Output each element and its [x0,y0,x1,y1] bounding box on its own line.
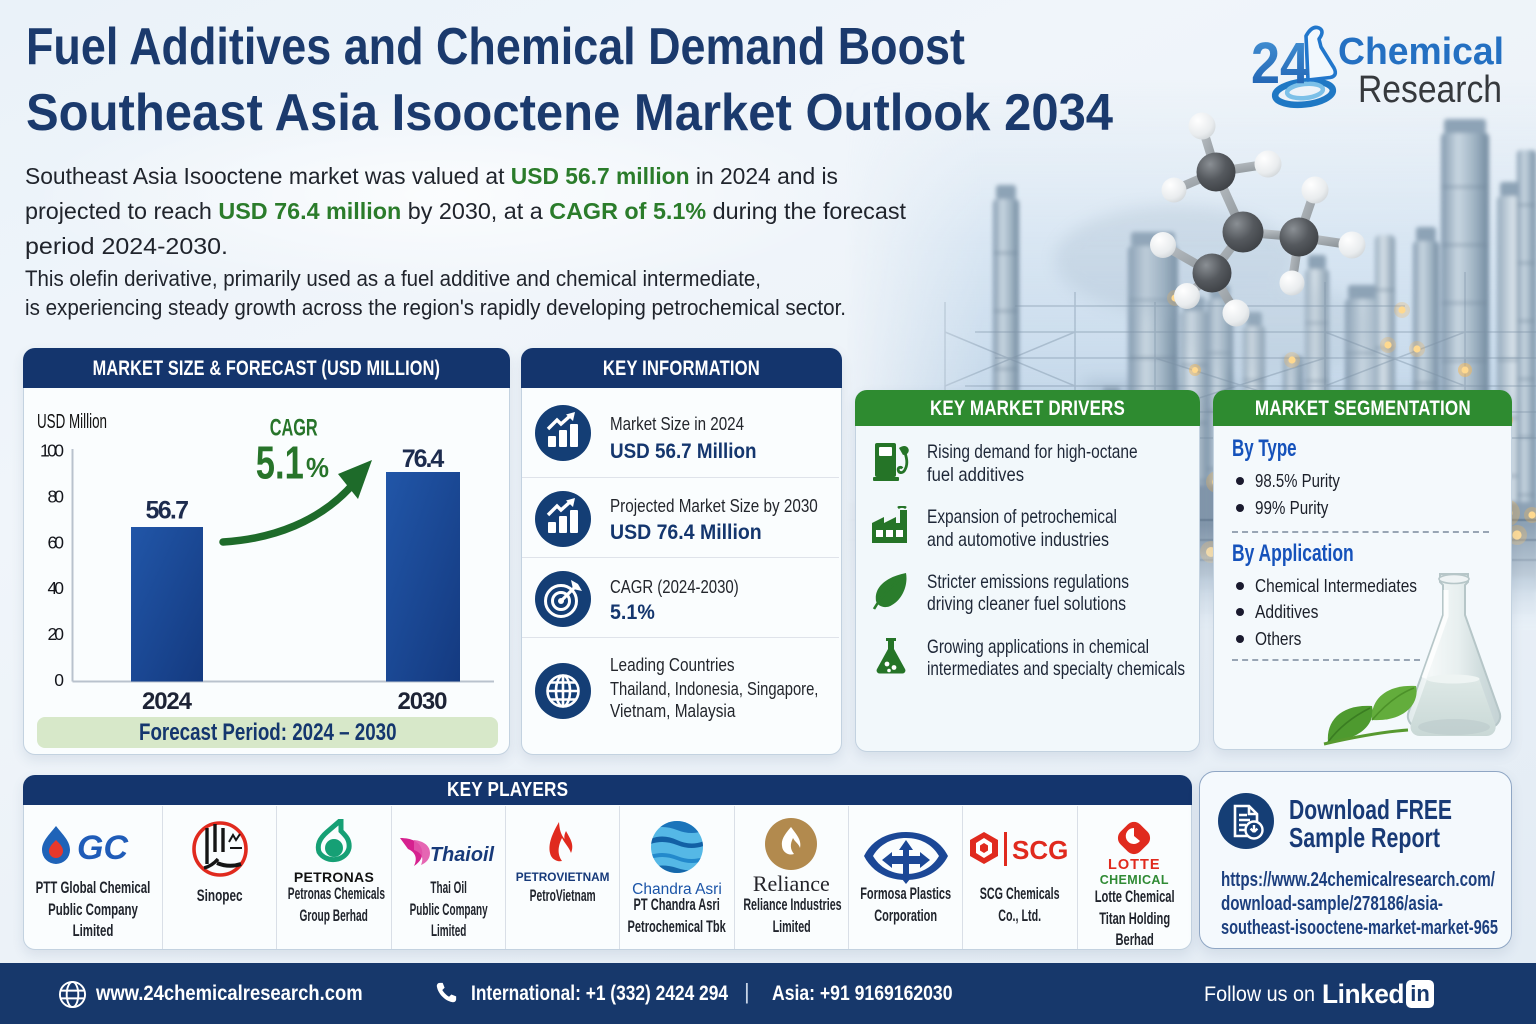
svg-text:CAGR: CAGR [270,415,318,442]
svg-text:60: 60 [48,532,65,552]
svg-text:20: 20 [48,624,65,644]
svg-text:Research: Research [1358,69,1502,111]
svg-text:80: 80 [48,487,65,507]
svg-text:40: 40 [48,578,65,598]
svg-text:2030: 2030 [398,688,448,714]
svg-text:Thaioil: Thaioil [430,844,494,866]
svg-text:2024: 2024 [142,688,193,714]
svg-text:5.1: 5.1 [256,437,304,489]
svg-text:56.7: 56.7 [146,496,190,524]
svg-text:%: % [306,452,329,483]
svg-text:Chemical: Chemical [1338,31,1504,73]
svg-text:100: 100 [40,441,64,461]
svg-text:76.4: 76.4 [402,445,445,473]
svg-text:0: 0 [54,670,64,690]
svg-text:GC: GC [77,829,128,866]
svg-text:SCG: SCG [1012,835,1068,865]
svg-text:24: 24 [1251,31,1309,96]
